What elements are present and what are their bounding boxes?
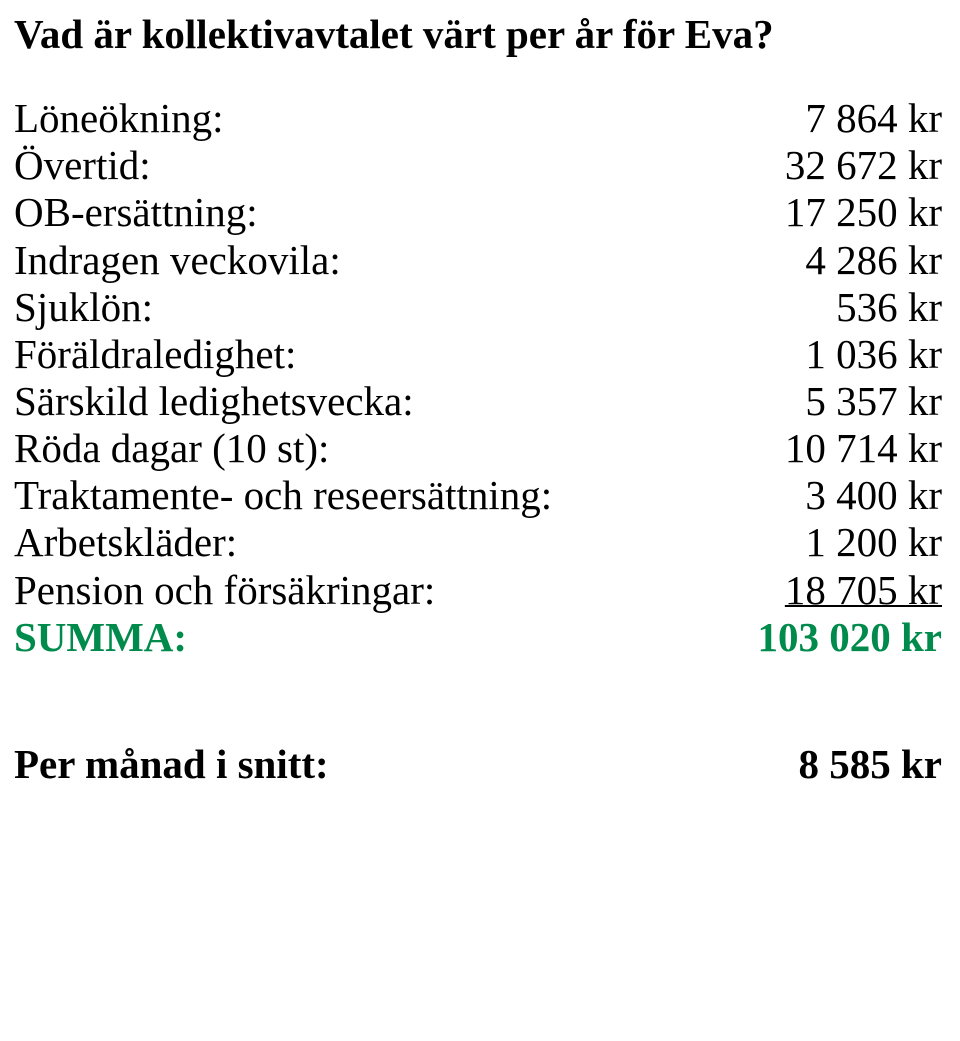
- row-value: 4 286 kr: [805, 237, 942, 284]
- row-value: 32 672 kr: [785, 142, 942, 189]
- document-page: Vad är kollektivavtalet värt per år för …: [0, 0, 960, 788]
- row-indragen-veckovila: Indragen veckovila: 4 286 kr: [14, 237, 942, 284]
- row-label: Röda dagar (10 st):: [14, 425, 329, 472]
- row-label: Föräldraledighet:: [14, 331, 296, 378]
- row-per-month: Per månad i snitt: 8 585 kr: [14, 741, 942, 788]
- row-value: 7 864 kr: [805, 95, 942, 142]
- per-month-value: 8 585 kr: [799, 741, 943, 788]
- row-label: OB-ersättning:: [14, 189, 258, 236]
- row-value: 536 kr: [836, 284, 942, 331]
- row-label: Löneökning:: [14, 95, 224, 142]
- row-sarskild-ledighetsvecka: Särskild ledighetsvecka: 5 357 kr: [14, 378, 942, 425]
- summa-label: SUMMA:: [14, 614, 187, 661]
- row-pension-forsakringar: Pension och försäkringar: 18 705 kr: [14, 567, 942, 614]
- row-label: Övertid:: [14, 142, 151, 189]
- row-value: 10 714 kr: [785, 425, 942, 472]
- per-month-label: Per månad i snitt:: [14, 741, 329, 788]
- row-label: Indragen veckovila:: [14, 237, 341, 284]
- row-label: Sjuklön:: [14, 284, 153, 331]
- summa-value: 103 020 kr: [758, 614, 943, 661]
- row-summa: SUMMA: 103 020 kr: [14, 614, 942, 661]
- row-value: 5 357 kr: [805, 378, 942, 425]
- row-roda-dagar: Röda dagar (10 st): 10 714 kr: [14, 425, 942, 472]
- row-arbetsklader: Arbetskläder: 1 200 kr: [14, 519, 942, 566]
- row-ob-ersattning: OB-ersättning: 17 250 kr: [14, 189, 942, 236]
- row-label: Pension och försäkringar:: [14, 567, 435, 614]
- row-label: Traktamente- och reseersättning:: [14, 472, 552, 519]
- row-value: 17 250 kr: [785, 189, 942, 236]
- row-foraldraledighet: Föräldraledighet: 1 036 kr: [14, 331, 942, 378]
- row-label: Särskild ledighetsvecka:: [14, 378, 414, 425]
- row-value: 1 036 kr: [805, 331, 942, 378]
- row-sjuklon: Sjuklön: 536 kr: [14, 284, 942, 331]
- row-traktamente: Traktamente- och reseersättning: 3 400 k…: [14, 472, 942, 519]
- page-title: Vad är kollektivavtalet värt per år för …: [14, 12, 942, 57]
- spacer: [14, 661, 942, 741]
- row-value: 1 200 kr: [805, 519, 942, 566]
- row-loneokning: Löneökning: 7 864 kr: [14, 95, 942, 142]
- row-overtid: Övertid: 32 672 kr: [14, 142, 942, 189]
- row-value: 18 705 kr: [785, 567, 942, 614]
- row-label: Arbetskläder:: [14, 519, 237, 566]
- row-value: 3 400 kr: [805, 472, 942, 519]
